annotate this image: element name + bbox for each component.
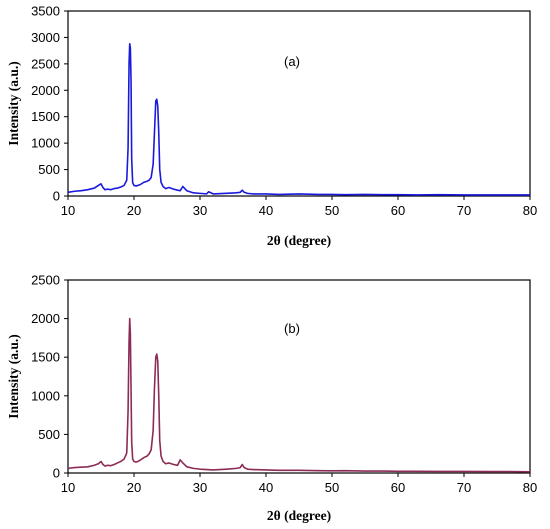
y-tick-label: 2500 <box>31 273 60 288</box>
y-tick-label: 1500 <box>31 109 60 124</box>
panel-annotation: (a) <box>284 54 300 69</box>
plot-frame <box>67 279 531 474</box>
y-tick-label: 1500 <box>31 350 60 365</box>
x-tick-label: 30 <box>193 203 207 218</box>
x-tick-label: 70 <box>457 480 471 495</box>
x-tick-label: 40 <box>259 203 273 218</box>
x-tick-label: 50 <box>325 480 339 495</box>
x-tick-label: 10 <box>61 203 75 218</box>
x-tick-label: 70 <box>457 203 471 218</box>
x-tick-label: 30 <box>193 480 207 495</box>
y-tick-label: 2000 <box>31 311 60 326</box>
y-tick-label: 0 <box>53 466 60 481</box>
y-axis-label: Intensity (a.u.) <box>6 61 21 145</box>
x-tick-label: 60 <box>391 203 405 218</box>
y-tick-label: 2500 <box>31 56 60 71</box>
y-tick-label: 500 <box>38 162 60 177</box>
panel-annotation: (b) <box>284 321 300 336</box>
y-tick-label: 500 <box>38 427 60 442</box>
y-tick-label: 1000 <box>31 136 60 151</box>
x-tick-label: 20 <box>127 203 141 218</box>
x-tick-label: 20 <box>127 480 141 495</box>
chart-panel-1: 10 20 30 40 50 60 70 80 0 500 1000 1500 2000 2500 2θ (… <box>6 273 537 524</box>
x-tick-label: 10 <box>61 480 75 495</box>
y-tick-label: 3000 <box>31 30 60 45</box>
x-tick-label: 80 <box>523 480 537 495</box>
x-tick-label: 80 <box>523 203 537 218</box>
y-tick-label: 1000 <box>31 388 60 403</box>
series-line-0 <box>67 42 530 196</box>
y-axis-label: Intensity (a.u.) <box>6 334 21 418</box>
y-tick-label: 3500 <box>31 4 60 19</box>
chart-panel-0: 10 20 30 40 50 60 70 80 0 500 1000 1500 2000 2500 3000… <box>6 4 537 249</box>
x-axis-label: 2θ (degree) <box>267 508 331 523</box>
x-tick-label: 60 <box>391 480 405 495</box>
y-tick-label: 2000 <box>31 83 60 98</box>
y-tick-label: 0 <box>53 189 60 204</box>
plot-frame <box>67 10 531 197</box>
series-line-0 <box>67 317 531 473</box>
x-tick-label: 50 <box>325 203 339 218</box>
x-tick-label: 40 <box>259 480 273 495</box>
x-axis-label: 2θ (degree) <box>267 233 331 248</box>
